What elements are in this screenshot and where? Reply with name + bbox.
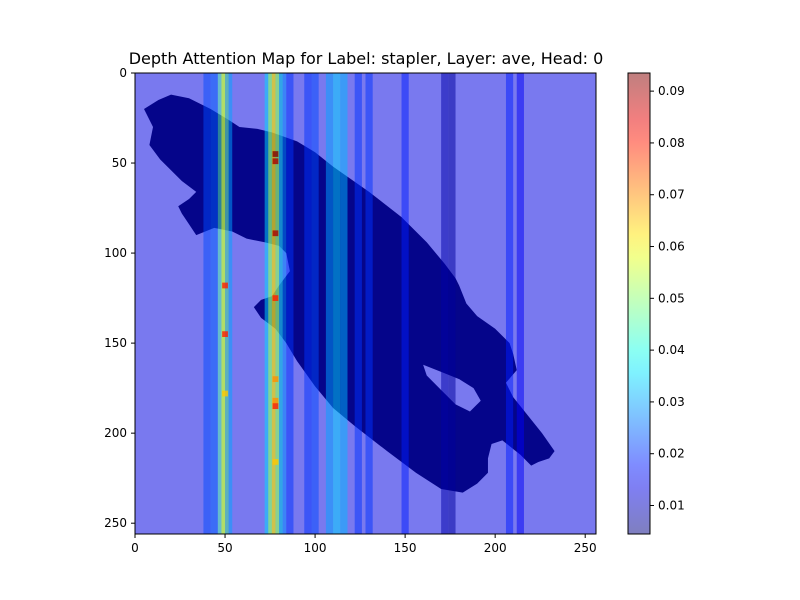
- chart-title: Depth Attention Map for Label: stapler, …: [129, 49, 604, 68]
- colorbar-tick-label: 0.09: [658, 84, 685, 98]
- attention-column: [448, 73, 456, 534]
- attention-hotspot: [272, 158, 279, 165]
- attention-column: [203, 73, 211, 534]
- attention-hotspot: [272, 295, 279, 301]
- attention-column: [225, 73, 233, 534]
- attention-hotspot: [272, 230, 279, 237]
- attention-hotspot: [272, 376, 279, 383]
- attention-column: [516, 73, 524, 534]
- y-tick-label: 0: [119, 66, 127, 80]
- y-tick-label: 50: [112, 156, 127, 170]
- attention-hotspot: [222, 282, 228, 289]
- attention-column: [286, 73, 294, 534]
- colorbar-tick-label: 0.08: [658, 136, 685, 150]
- colorbar-gradient: [628, 73, 650, 534]
- y-tick-label: 200: [104, 426, 127, 440]
- x-tick-label: 100: [304, 541, 327, 555]
- attention-hotspot: [222, 390, 228, 397]
- x-tick-label: 250: [574, 541, 597, 555]
- x-tick-label: 50: [217, 541, 232, 555]
- attention-column: [441, 73, 449, 534]
- colorbar-tick-label: 0.05: [658, 291, 685, 305]
- attention-hotspot: [272, 459, 279, 465]
- attention-column: [365, 73, 373, 534]
- colorbar-frame: [627, 72, 651, 535]
- y-tick-label: 150: [104, 336, 127, 350]
- attention-column: [340, 73, 348, 534]
- attention-column: [401, 73, 409, 534]
- attention-column: [311, 73, 319, 534]
- colorbar-tick-label: 0.07: [658, 188, 685, 202]
- heatmap-plot-area: [134, 72, 597, 535]
- colorbar-tick-label: 0.06: [658, 240, 685, 254]
- colorbar-tick-label: 0.04: [658, 343, 685, 357]
- attention-hotspot: [272, 403, 279, 410]
- attention-column: [333, 73, 341, 534]
- attention-column: [505, 73, 514, 534]
- colorbar: 0.01 0.02 0.03 0.04 0.05 0.06 0.07 0.08 0.09: [627, 72, 685, 535]
- y-tick-label: 100: [104, 246, 127, 260]
- colorbar-tick-label: 0.03: [658, 395, 685, 409]
- x-tick-label: 150: [394, 541, 417, 555]
- heatmap-axes: 0 50 100 150 200 250 0 50 100 150 200 250: [104, 66, 597, 555]
- attention-column: [304, 73, 312, 534]
- attention-column: [325, 73, 334, 534]
- x-tick-label: 0: [131, 541, 139, 555]
- plot-frame: [134, 72, 597, 535]
- x-tick-label: 200: [484, 541, 507, 555]
- colorbar-tick-label: 0.01: [658, 499, 685, 513]
- y-tick-label: 250: [104, 516, 127, 530]
- attention-hotspot: [272, 151, 279, 157]
- attention-column: [354, 73, 362, 534]
- colorbar-tick-label: 0.02: [658, 447, 685, 461]
- attention-hotspot: [222, 331, 228, 337]
- attention-hotspot: [272, 397, 279, 404]
- attention-column: [210, 73, 218, 534]
- attention-column: [279, 73, 287, 534]
